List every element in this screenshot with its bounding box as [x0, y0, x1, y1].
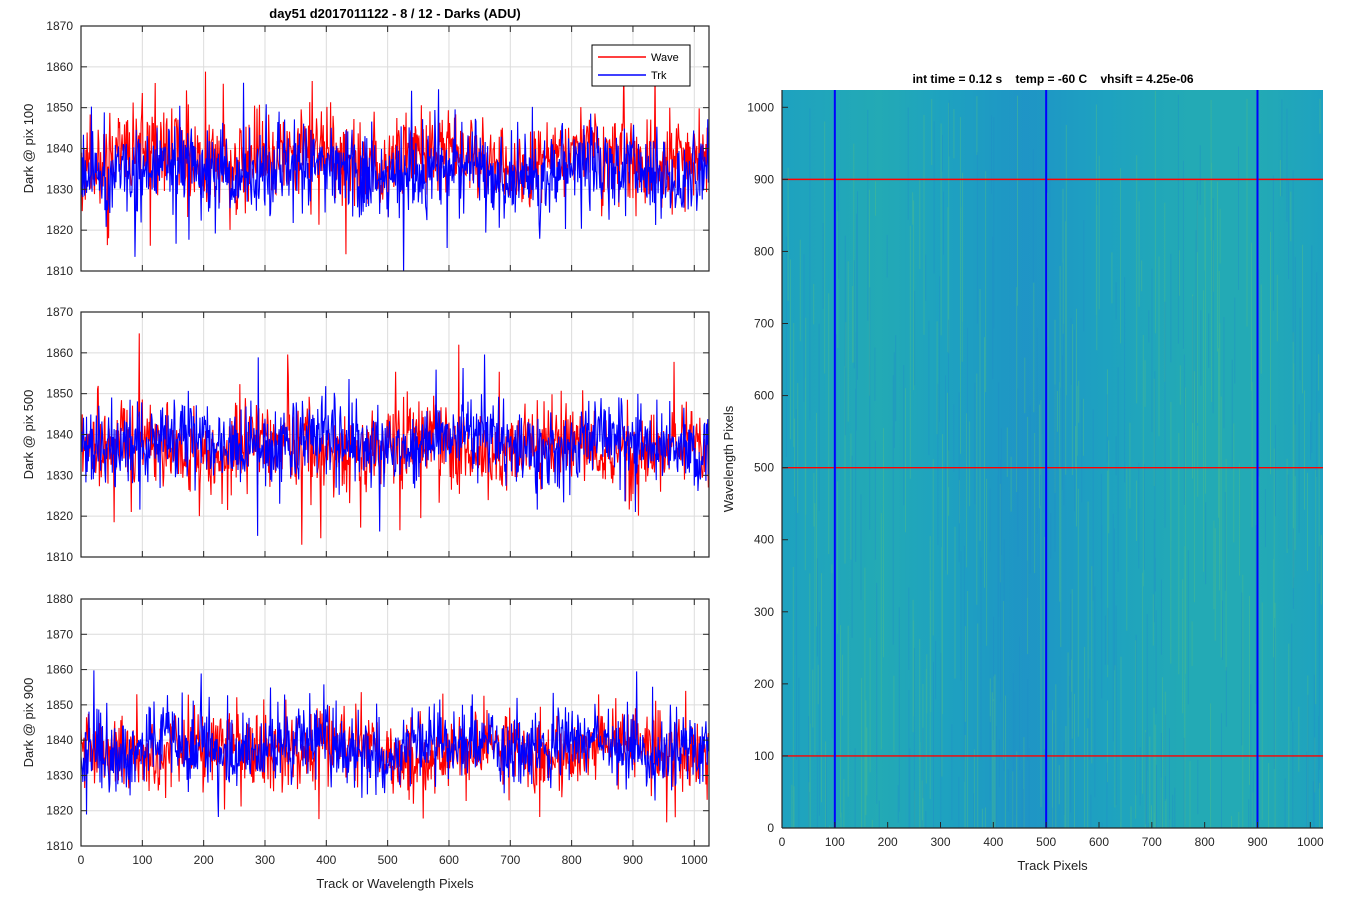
y-tick-label: 1820 [46, 509, 73, 523]
y-tick-label: 1850 [46, 698, 73, 712]
x-tick-label: 900 [1247, 835, 1267, 849]
y-tick-label: 1860 [46, 663, 73, 677]
x-tick-label: 1000 [681, 853, 708, 867]
y-tick-label: 1840 [46, 142, 73, 156]
series-line-trk [81, 82, 709, 271]
legend-label-wave: Wave [651, 52, 679, 64]
y-tick-label: 1870 [46, 305, 73, 319]
x-tick-label: 1000 [1297, 835, 1324, 849]
legend-box [591, 44, 691, 87]
series-line-trk [81, 670, 709, 818]
x-tick-label: 300 [255, 853, 275, 867]
y-tick-label: 1830 [46, 768, 73, 782]
y-tick-label: 200 [754, 677, 774, 691]
y-tick-label: 1830 [46, 468, 73, 482]
y-tick-label: 1850 [46, 387, 73, 401]
x-tick-label: 0 [78, 853, 85, 867]
y-tick-label: 1820 [46, 804, 73, 818]
y-tick-label: 1840 [46, 733, 73, 747]
y-tick-label: 1810 [46, 264, 73, 278]
y-axis-label: Dark @ pix 100 [21, 104, 36, 194]
x-tick-label: 100 [825, 835, 845, 849]
panel-pix-500: 1810 1820 1830 1840 1850 1860 1870 Dark @ pix 5… [21, 305, 710, 564]
x-tick-label: 500 [1036, 835, 1056, 849]
line-plot-pix-500: 1810 1820 1830 1840 1850 1860 1870 Dark @ pix 5… [21, 305, 710, 564]
y-axis-label: Wavelength Pixels [721, 405, 736, 512]
y-tick-label: 1860 [46, 346, 73, 360]
x-tick-label: 900 [623, 853, 643, 867]
y-tick-label: 1840 [46, 428, 73, 442]
y-tick-label: 1870 [46, 627, 73, 641]
y-tick-label: 300 [754, 605, 774, 619]
x-tick-label: 600 [439, 853, 459, 867]
heatmap-gradient [782, 90, 1323, 828]
y-tick-label: 1880 [46, 592, 73, 606]
y-tick-label: 900 [754, 172, 774, 186]
heatmap-title: int time = 0.12 s temp = -60 C vhsift = … [912, 72, 1193, 86]
y-tick-label: 400 [754, 533, 774, 547]
y-tick-label: 500 [754, 461, 774, 475]
y-axis-label: Dark @ pix 900 [21, 678, 36, 768]
y-tick-label: 600 [754, 389, 774, 403]
y-tick-label: 1860 [46, 60, 73, 74]
line-plot-pix-900: 1810 1820 1830 1840 1850 1860 1870 1880 0 100 200 3… [21, 592, 710, 867]
x-tick-label: 500 [378, 853, 398, 867]
x-tick-label: 700 [500, 853, 520, 867]
x-tick-label: 600 [1089, 835, 1109, 849]
x-axis-label: Track Pixels [1017, 858, 1088, 873]
legend: Wave Trk [591, 44, 691, 87]
plot-frame [80, 598, 710, 847]
shared-x-axis-label: Track or Wavelength Pixels [316, 876, 474, 891]
x-tick-label: 800 [562, 853, 582, 867]
y-tick-label: 1810 [46, 550, 73, 564]
panel-pix-900: 1810 1820 1830 1840 1850 1860 1870 1880 0 100 200 3… [21, 592, 710, 891]
y-tick-label: 1820 [46, 223, 73, 237]
x-tick-label: 200 [194, 853, 214, 867]
y-tick-label: 700 [754, 317, 774, 331]
y-axis-label: Dark @ pix 500 [21, 390, 36, 480]
x-tick-label: 0 [779, 835, 786, 849]
heatmap-plot: 0 100 200 300 400 500 600 700 800 900 1000 0 100 200 3… [721, 90, 1324, 873]
left-figure-title: day51 d2017011122 - 8 / 12 - Darks (ADU) [269, 6, 520, 21]
x-tick-label: 200 [878, 835, 898, 849]
y-tick-label: 1810 [46, 839, 73, 853]
heatmap-panel: int time = 0.12 s temp = -60 C vhsift = … [721, 72, 1324, 873]
y-tick-label: 0 [767, 821, 774, 835]
y-tick-label: 1830 [46, 182, 73, 196]
y-tick-label: 1870 [46, 19, 73, 33]
x-tick-label: 400 [983, 835, 1003, 849]
x-tick-label: 100 [132, 853, 152, 867]
y-tick-label: 800 [754, 244, 774, 258]
x-tick-label: 300 [930, 835, 950, 849]
y-tick-label: 1850 [46, 101, 73, 115]
series-line-trk [81, 354, 709, 536]
x-tick-label: 800 [1195, 835, 1215, 849]
legend-label-trk: Trk [651, 70, 667, 82]
x-tick-label: 700 [1142, 835, 1162, 849]
y-tick-label: 1000 [747, 100, 774, 114]
plot-area [81, 599, 709, 846]
y-tick-label: 100 [754, 749, 774, 763]
x-tick-label: 400 [316, 853, 336, 867]
